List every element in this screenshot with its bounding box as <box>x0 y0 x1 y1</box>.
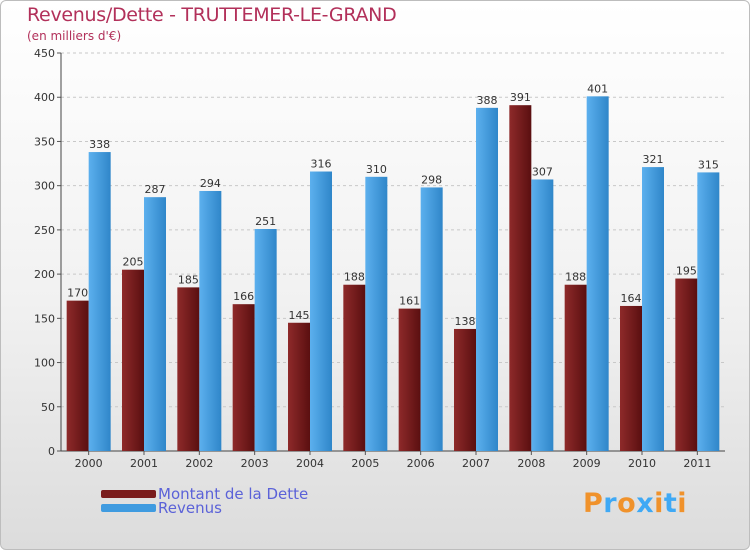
x-tick-label: 2005 <box>351 457 379 470</box>
y-tick-label: 50 <box>41 401 55 414</box>
data-label-dette: 170 <box>67 287 88 300</box>
bar-dette <box>454 328 476 451</box>
bar-dette <box>398 308 421 451</box>
data-label-dette: 391 <box>510 91 531 104</box>
x-tick-label: 2002 <box>185 457 213 470</box>
data-label-revenus: 338 <box>89 138 110 151</box>
x-tick-label: 2001 <box>130 457 158 470</box>
data-label-revenus: 321 <box>643 153 664 166</box>
data-label-dette: 188 <box>344 271 365 284</box>
x-tick-label: 2003 <box>241 457 269 470</box>
legend-swatch-revenus <box>101 504 156 512</box>
legend-label-dette: Montant de la Dette <box>158 485 309 503</box>
legend-label-revenus: Revenus <box>158 499 222 517</box>
x-tick-label: 2000 <box>75 457 103 470</box>
y-tick-label: 450 <box>34 47 55 60</box>
bar-dette <box>343 284 366 451</box>
data-label-dette: 145 <box>289 309 310 322</box>
legend: Montant de la Dette Revenus <box>101 485 309 517</box>
data-label-revenus: 251 <box>255 215 276 228</box>
bar-revenus <box>697 172 720 451</box>
bar-dette <box>509 105 532 451</box>
data-label-revenus: 294 <box>200 177 221 190</box>
bar-revenus <box>310 171 332 451</box>
y-tick-label: 300 <box>34 180 55 193</box>
bar-revenus <box>420 187 443 452</box>
bar-dette <box>66 300 89 451</box>
bar-revenus <box>199 190 222 451</box>
bar-dette <box>177 287 200 451</box>
bar-revenus <box>476 107 498 451</box>
data-label-revenus: 316 <box>311 158 332 171</box>
bar-revenus <box>586 96 609 452</box>
data-label-dette: 161 <box>399 295 420 308</box>
data-label-dette: 195 <box>676 265 697 278</box>
x-tick-label: 2004 <box>296 457 324 470</box>
y-tick-label: 200 <box>34 268 55 281</box>
data-label-revenus: 287 <box>145 183 166 196</box>
x-tick-label: 2007 <box>462 457 490 470</box>
legend-item-dette: Montant de la Dette <box>101 485 309 503</box>
bar-revenus <box>531 179 554 451</box>
bar-dette <box>288 322 310 451</box>
data-label-dette: 185 <box>178 273 199 286</box>
data-label-revenus: 388 <box>477 94 498 107</box>
data-label-dette: 166 <box>233 290 254 303</box>
data-label-dette: 164 <box>621 292 642 305</box>
data-label-revenus: 298 <box>421 173 442 186</box>
bar-dette <box>232 304 255 451</box>
y-tick-label: 100 <box>34 357 55 370</box>
x-tick-label: 2006 <box>407 457 435 470</box>
y-tick-label: 0 <box>48 445 55 458</box>
legend-item-revenus: Revenus <box>101 499 308 517</box>
bar-dette <box>564 284 587 451</box>
data-label-revenus: 307 <box>532 165 553 178</box>
data-label-revenus: 401 <box>587 82 608 95</box>
bar-revenus <box>88 152 111 451</box>
data-label-dette: 205 <box>123 256 144 269</box>
data-label-revenus: 310 <box>366 163 387 176</box>
y-tick-label: 250 <box>34 224 55 237</box>
y-tick-label: 150 <box>34 312 55 325</box>
y-tick-label: 400 <box>34 91 55 104</box>
chart-title: Revenus/Dette - TRUTTEMER-LE-GRAND <box>27 4 397 26</box>
proxiti-logo: Proxiti <box>583 488 688 519</box>
data-label-revenus: 315 <box>698 158 719 171</box>
x-tick-label: 2011 <box>683 457 711 470</box>
bar-revenus <box>254 229 277 451</box>
bar-dette <box>675 278 698 451</box>
legend-swatch-dette <box>101 490 156 498</box>
data-label-dette: 138 <box>455 315 476 328</box>
x-tick-label: 2008 <box>517 457 545 470</box>
bar-revenus <box>144 197 166 451</box>
bar-dette <box>122 269 144 451</box>
y-tick-label: 350 <box>34 135 55 148</box>
bar-revenus <box>365 176 388 452</box>
bar-dette <box>620 305 642 451</box>
x-tick-label: 2009 <box>573 457 601 470</box>
bar-revenus <box>642 167 664 452</box>
x-tick-label: 2010 <box>628 457 656 470</box>
data-label-dette: 188 <box>565 271 586 284</box>
chart-subtitle: (en milliers d'€) <box>27 29 122 43</box>
